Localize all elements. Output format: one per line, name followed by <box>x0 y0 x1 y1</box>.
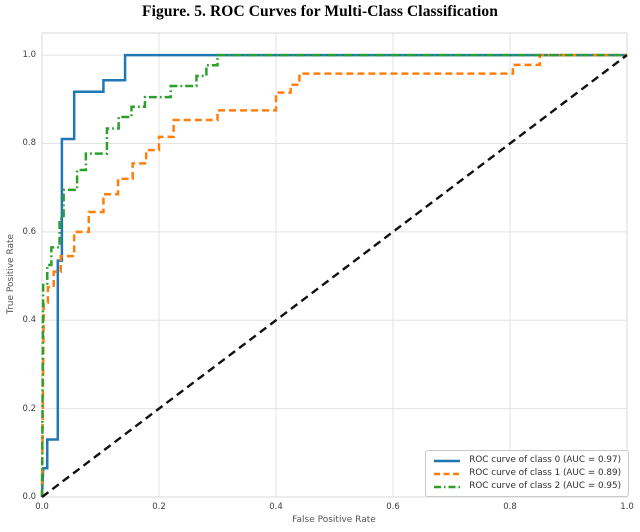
legend: ROC curve of class 0 (AUC = 0.97) ROC cur… <box>425 450 629 497</box>
legend-item-class-2: ROC curve of class 2 (AUC = 0.95) <box>432 481 621 492</box>
x-tick-label: 0.6 <box>386 502 400 512</box>
x-axis-label: False Positive Rate <box>292 515 376 525</box>
legend-line-swatch-class-1 <box>434 472 461 475</box>
legend-label: ROC curve of class 0 (AUC = 0.97) <box>469 455 621 465</box>
x-tick-label: 1.0 <box>620 502 634 512</box>
x-tick-label: 0.0 <box>35 502 49 512</box>
chance-diagonal-line <box>41 54 628 498</box>
roc-curve-class-1 <box>40 53 627 498</box>
x-tick-label: 0.8 <box>503 502 517 512</box>
y-tick-label: 0.0 <box>22 492 36 502</box>
legend-item-class-1: ROC curve of class 1 (AUC = 0.89) <box>432 468 621 479</box>
figure-caption: Figure. 5. ROC Curves for Multi-Class Cl… <box>142 3 498 20</box>
legend-label: ROC curve of class 1 (AUC = 0.89) <box>469 468 621 478</box>
legend-line-swatch-class-0 <box>434 459 461 462</box>
y-tick-label: 0.6 <box>22 226 36 237</box>
x-tick-label: 0.4 <box>269 502 283 512</box>
y-axis-label: True Positive Rate <box>6 233 16 315</box>
y-tick-label: 1.0 <box>22 50 36 61</box>
y-tick-label: 0.4 <box>22 315 36 326</box>
legend-line-swatch-class-2 <box>434 485 461 488</box>
plot-border <box>41 32 628 498</box>
legend-item-class-0: ROC curve of class 0 (AUC = 0.97) <box>432 455 621 466</box>
roc-curve-class-2 <box>40 53 627 498</box>
y-tick-label: 0.8 <box>22 138 36 149</box>
y-tick-label: 0.2 <box>22 403 36 414</box>
roc-curve-class-0 <box>40 53 627 498</box>
legend-label: ROC curve of class 2 (AUC = 0.95) <box>469 481 621 491</box>
x-tick-label: 0.2 <box>152 502 166 512</box>
